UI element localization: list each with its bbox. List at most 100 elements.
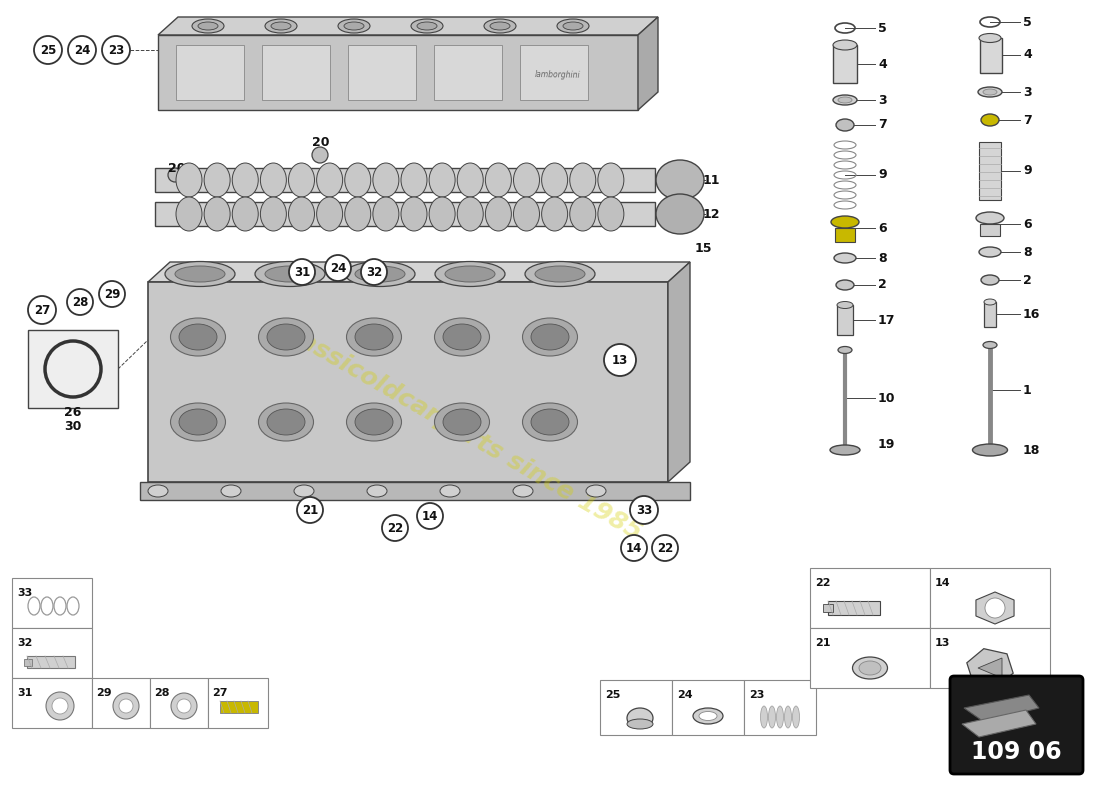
Ellipse shape [852, 657, 888, 679]
Ellipse shape [267, 409, 305, 435]
Circle shape [68, 36, 96, 64]
Bar [12, 678, 92, 728]
Ellipse shape [485, 163, 512, 197]
Text: 28: 28 [72, 295, 88, 309]
Text: 20: 20 [168, 162, 186, 174]
Ellipse shape [355, 266, 405, 282]
Ellipse shape [541, 163, 568, 197]
Ellipse shape [598, 163, 624, 197]
Bar [520, 45, 588, 100]
Ellipse shape [440, 485, 460, 497]
Text: 7: 7 [878, 118, 887, 131]
Ellipse shape [434, 403, 490, 441]
Ellipse shape [458, 197, 483, 231]
Bar [28, 656, 75, 668]
Ellipse shape [176, 163, 202, 197]
Ellipse shape [267, 324, 305, 350]
Text: 33: 33 [16, 588, 32, 598]
Text: 32: 32 [16, 638, 32, 648]
Bar [979, 142, 1001, 200]
Circle shape [102, 36, 130, 64]
Text: 9: 9 [878, 169, 887, 182]
Ellipse shape [317, 163, 342, 197]
Ellipse shape [570, 163, 596, 197]
Ellipse shape [148, 485, 168, 497]
Ellipse shape [834, 253, 856, 263]
Text: 25: 25 [40, 43, 56, 57]
Text: 24: 24 [676, 690, 693, 700]
Ellipse shape [627, 708, 653, 728]
Text: 14: 14 [421, 510, 438, 522]
Ellipse shape [344, 22, 364, 30]
Ellipse shape [373, 197, 399, 231]
Bar [158, 35, 638, 110]
Text: 1: 1 [1023, 383, 1032, 397]
Bar [155, 202, 654, 226]
Ellipse shape [355, 324, 393, 350]
Ellipse shape [984, 299, 996, 305]
Ellipse shape [484, 19, 516, 33]
Text: 5: 5 [878, 22, 887, 34]
Circle shape [297, 497, 323, 523]
Ellipse shape [656, 160, 704, 200]
Text: 2: 2 [1023, 274, 1032, 286]
Bar [12, 628, 92, 678]
Ellipse shape [514, 163, 539, 197]
Ellipse shape [355, 409, 393, 435]
Ellipse shape [317, 197, 342, 231]
Bar [672, 680, 744, 735]
Ellipse shape [698, 711, 717, 721]
Text: 109 06: 109 06 [971, 740, 1062, 764]
Text: 21: 21 [301, 503, 318, 517]
Ellipse shape [446, 266, 495, 282]
Ellipse shape [979, 247, 1001, 257]
Text: 16: 16 [1023, 307, 1041, 321]
Ellipse shape [859, 661, 881, 675]
Circle shape [46, 692, 74, 720]
Bar [150, 678, 208, 728]
Bar [823, 604, 833, 612]
Ellipse shape [179, 324, 217, 350]
Ellipse shape [258, 318, 314, 356]
Polygon shape [158, 17, 658, 35]
Ellipse shape [402, 197, 427, 231]
Circle shape [177, 699, 191, 713]
Bar [208, 678, 268, 728]
Text: 23: 23 [108, 43, 124, 57]
Text: 11: 11 [703, 174, 720, 186]
Bar [176, 45, 244, 100]
Text: 3: 3 [1023, 86, 1032, 98]
Text: 29: 29 [103, 287, 120, 301]
Ellipse shape [265, 19, 297, 33]
Text: 7: 7 [1023, 114, 1032, 126]
Ellipse shape [836, 119, 854, 131]
Ellipse shape [165, 262, 235, 286]
Text: lamborghini: lamborghini [535, 70, 581, 79]
Ellipse shape [485, 197, 512, 231]
Polygon shape [668, 262, 690, 482]
Ellipse shape [983, 89, 997, 95]
Ellipse shape [563, 22, 583, 30]
Ellipse shape [434, 318, 490, 356]
Ellipse shape [598, 197, 624, 231]
Ellipse shape [170, 403, 226, 441]
Text: 3: 3 [878, 94, 887, 106]
Ellipse shape [271, 22, 292, 30]
Text: 24: 24 [330, 262, 346, 274]
Ellipse shape [232, 197, 258, 231]
Text: classicoldcarparts since 1985: classicoldcarparts since 1985 [274, 316, 646, 544]
Text: 6: 6 [878, 222, 887, 234]
Bar [980, 38, 1002, 73]
Ellipse shape [205, 197, 230, 231]
Ellipse shape [411, 19, 443, 33]
Text: 10: 10 [878, 391, 895, 405]
Ellipse shape [760, 706, 768, 728]
Circle shape [984, 598, 1005, 618]
Text: 25: 25 [605, 690, 620, 700]
Bar [92, 678, 150, 728]
Ellipse shape [978, 87, 1002, 97]
Text: 22: 22 [387, 522, 403, 534]
Ellipse shape [261, 163, 286, 197]
Text: 24: 24 [74, 43, 90, 57]
Text: 2: 2 [878, 278, 887, 291]
